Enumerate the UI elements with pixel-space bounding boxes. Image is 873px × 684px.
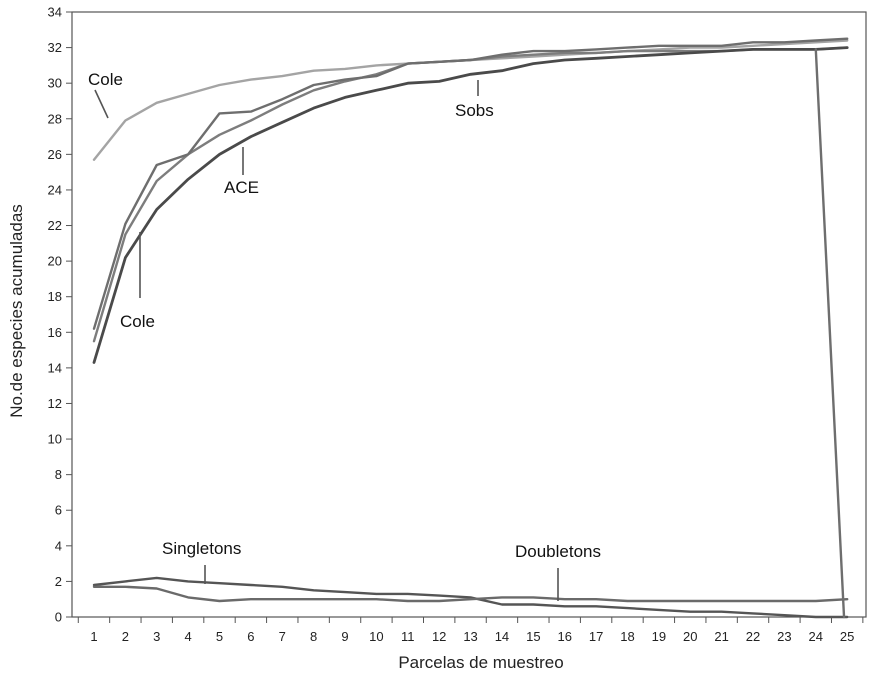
x-tick-label: 16 — [557, 629, 571, 644]
y-tick-label: 2 — [55, 574, 62, 589]
series-line-6 — [92, 585, 849, 603]
annotation-label: Doubletons — [515, 542, 601, 561]
x-tick-label: 4 — [185, 629, 192, 644]
x-tick-label: 25 — [840, 629, 854, 644]
y-tick-label: 6 — [55, 503, 62, 518]
x-tick-label: 20 — [683, 629, 697, 644]
x-tick-label: 3 — [153, 629, 160, 644]
y-tick-label: 10 — [48, 432, 62, 447]
y-tick-label: 18 — [48, 289, 62, 304]
y-tick-label: 4 — [55, 538, 62, 553]
annotation-label: Singletons — [162, 539, 241, 558]
x-tick-label: 9 — [341, 629, 348, 644]
y-tick-label: 14 — [48, 360, 62, 375]
x-tick-label: 24 — [809, 629, 823, 644]
x-tick-label: 15 — [526, 629, 540, 644]
y-tick-label: 20 — [48, 254, 62, 269]
y-tick-label: 32 — [48, 40, 62, 55]
x-tick-label: 6 — [247, 629, 254, 644]
plot-frame — [71, 11, 867, 618]
series-line-4 — [92, 46, 849, 364]
series-lines — [92, 37, 849, 619]
x-tick-label: 13 — [463, 629, 477, 644]
x-tick-label: 17 — [589, 629, 603, 644]
x-tick-label: 11 — [401, 629, 415, 644]
y-tick-label: 22 — [48, 218, 62, 233]
x-tick-label: 1 — [90, 629, 97, 644]
x-tick-label: 23 — [777, 629, 791, 644]
x-tick-label: 5 — [216, 629, 223, 644]
x-tick-label: 8 — [310, 629, 317, 644]
series-line-2 — [92, 46, 849, 343]
series-line-5 — [92, 576, 849, 619]
annotation-leader — [94, 89, 109, 119]
y-axis-title: No.de especies acumuladas — [7, 204, 26, 418]
annotation-label: Sobs — [455, 101, 494, 120]
y-tick-label: 28 — [48, 111, 62, 126]
y-tick-label: 16 — [48, 325, 62, 340]
x-tick-label: 21 — [714, 629, 728, 644]
y-tick-label: 12 — [48, 396, 62, 411]
x-axis-title: Parcelas de muestreo — [398, 653, 563, 672]
x-tick-label: 12 — [432, 629, 446, 644]
x-tick-label: 2 — [122, 629, 129, 644]
annotations: Cole ACE Sobs Cole Singletons Doubletons — [88, 70, 601, 601]
y-tick-label: 30 — [48, 76, 62, 91]
annotation-label: ACE — [224, 178, 259, 197]
plot-border — [71, 11, 867, 618]
annotation-label: Cole — [88, 70, 123, 89]
x-tick-label: 19 — [652, 629, 666, 644]
series-line-3 — [92, 37, 849, 330]
y-tick-label: 34 — [48, 5, 62, 20]
x-tick-label: 14 — [495, 629, 509, 644]
x-tick-label: 22 — [746, 629, 760, 644]
y-tick-label: 8 — [55, 467, 62, 482]
x-axis-ticks: 1 2 3 4 5 6 7 8 9 10 11 12 13 14 15 16 17 18 19 20 21 22 23 24 2… — [77, 617, 864, 644]
x-tick-label: 7 — [279, 629, 286, 644]
y-tick-label: 0 — [55, 610, 62, 625]
annotation-label: Cole — [120, 312, 155, 331]
y-tick-label: 26 — [48, 147, 62, 162]
drop-line — [814, 48, 846, 619]
y-tick-label: 24 — [48, 182, 62, 197]
x-tick-label: 18 — [620, 629, 634, 644]
x-tick-label: 10 — [369, 629, 383, 644]
